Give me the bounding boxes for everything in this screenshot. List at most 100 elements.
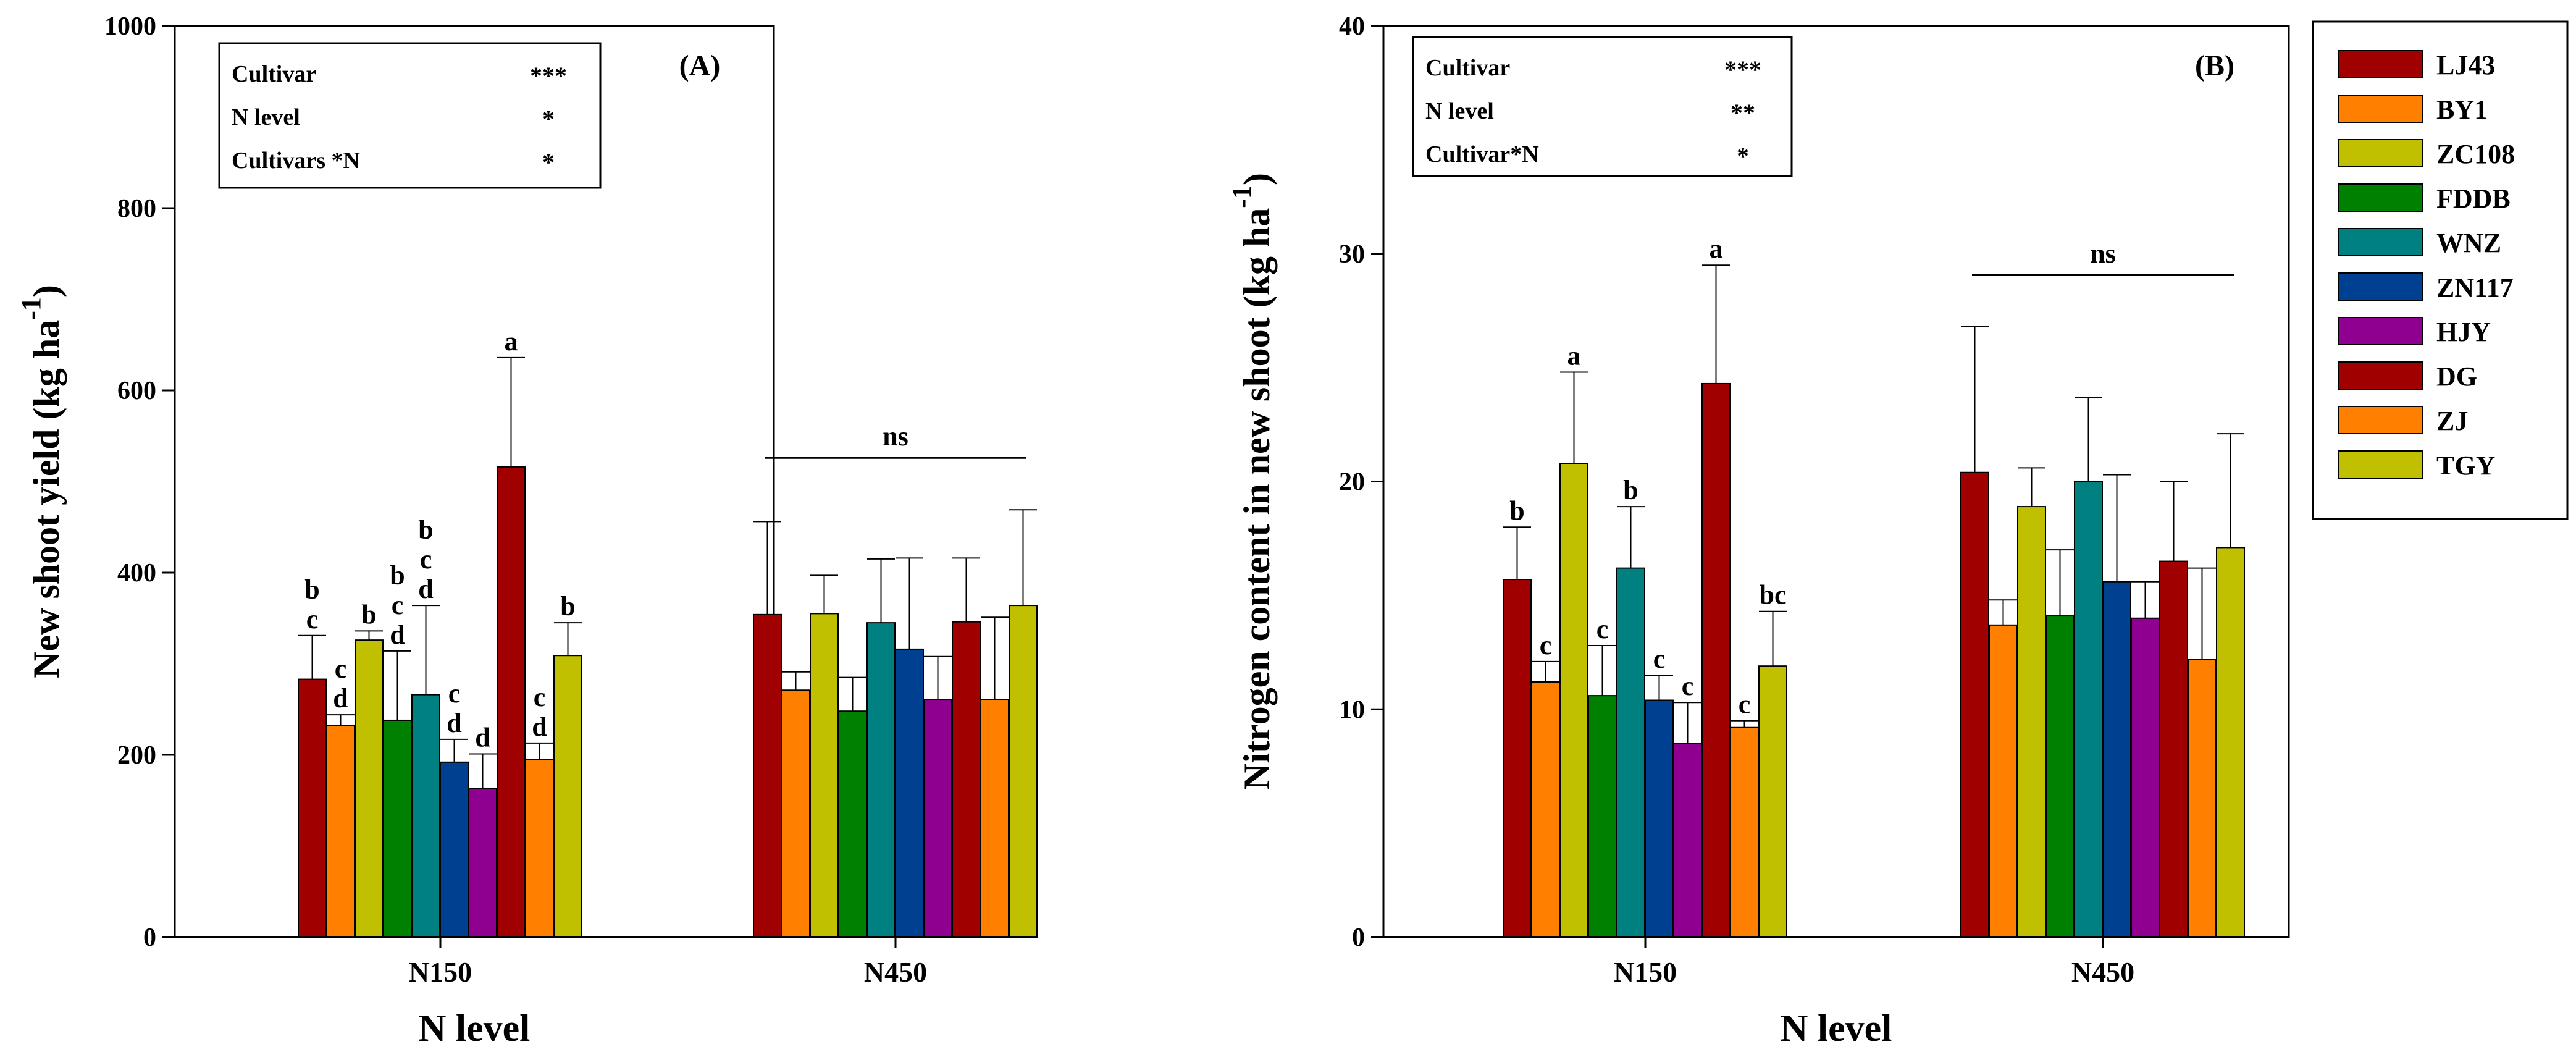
significance-letter: c <box>1596 614 1609 644</box>
bar-lj43-n150 <box>298 678 327 938</box>
legend-label-zn117: ZN117 <box>2436 272 2514 303</box>
y-tick-label: 1000 <box>104 12 156 41</box>
significance-letter: b <box>560 591 575 621</box>
significance-letter: d <box>390 620 405 650</box>
y-axis-title-sup: -1 <box>16 297 46 320</box>
bar-zn117-n150 <box>1645 699 1674 938</box>
x-category-label: N150 <box>409 956 472 988</box>
significance-letter: b <box>418 515 433 545</box>
bar-fddb-n450 <box>2045 615 2075 938</box>
y-axis-title-end: ) <box>26 285 67 297</box>
y-axis-title-text: Nitrogen content in new shoot (kg ha <box>1236 208 1277 790</box>
bar-zn117-n450 <box>2102 581 2131 938</box>
anova-factor: Cultivar <box>1425 55 1510 81</box>
y-tick-label: 20 <box>1339 468 1365 497</box>
bar-tgy-n150 <box>1758 665 1787 938</box>
anova-box <box>218 42 602 189</box>
significance-letter: b <box>361 599 376 629</box>
legend-label-tgy: TGY <box>2436 450 2495 481</box>
anova-significance: * <box>542 105 555 133</box>
bar-hjy-n150 <box>1673 743 1702 938</box>
bar-hjy-n450 <box>2131 617 2160 938</box>
bar-lj43-n450 <box>753 613 782 938</box>
significance-letter: d <box>447 708 461 738</box>
bar-dg-n450 <box>2159 560 2188 938</box>
anova-factor: Cultivar*N <box>1425 141 1539 167</box>
anova-box <box>1412 36 1793 177</box>
bar-zc108-n150 <box>355 639 384 938</box>
bar-hjy-n150 <box>468 788 497 938</box>
bar-dg-n150 <box>1701 382 1731 938</box>
significance-letter: c <box>1540 630 1552 660</box>
bar-wnz-n150 <box>411 694 440 938</box>
y-tick-label: 600 <box>117 377 156 405</box>
legend-label-lj43: LJ43 <box>2436 50 2495 80</box>
legend-swatch-lj43 <box>2338 50 2423 78</box>
significance-letter: c <box>1682 671 1694 701</box>
x-axis-title: N level <box>1781 1008 1892 1050</box>
bar-dg-n450 <box>952 621 981 938</box>
bar-tgy-n150 <box>553 655 582 938</box>
y-tick-label: 10 <box>1339 696 1365 724</box>
y-axis-title-end: ) <box>1236 173 1277 185</box>
bar-zj-n450 <box>2188 659 2217 938</box>
x-category-label: N450 <box>864 956 927 988</box>
bar-fddb-n450 <box>838 710 867 938</box>
legend-swatch-zj <box>2338 406 2423 434</box>
legend-swatch-by1 <box>2338 95 2423 123</box>
legend-label-wnz: WNZ <box>2436 228 2501 258</box>
y-tick-label: 400 <box>117 559 156 587</box>
legend: LJ43 BY1 ZC108 FDDB WNZ ZN117 HJY DG ZJ TGY <box>2312 20 2569 520</box>
legend-swatch-wnz <box>2338 228 2423 256</box>
legend-swatch-tgy <box>2338 450 2423 479</box>
anova-factor: Cultivars *N <box>232 148 360 174</box>
anova-significance: * <box>1737 142 1749 170</box>
bar-zj-n150 <box>525 759 554 938</box>
y-tick-label: 40 <box>1339 12 1365 41</box>
legend-label-zj: ZJ <box>2436 406 2468 436</box>
legend-swatch-zc108 <box>2338 139 2423 167</box>
bar-by1-n150 <box>326 725 355 938</box>
anova-factor: N level <box>232 104 300 130</box>
bar-fddb-n150 <box>1588 695 1617 938</box>
significance-letter: d <box>532 712 547 742</box>
bar-tgy-n450 <box>1009 605 1038 938</box>
anova-significance: *** <box>1724 56 1761 83</box>
y-tick-label: 800 <box>117 195 156 223</box>
significance-letter: c <box>1653 644 1666 674</box>
significance-letter: bc <box>1760 580 1787 610</box>
significance-letter: d <box>418 574 433 604</box>
y-tick-label: 200 <box>117 741 156 770</box>
bar-zj-n450 <box>980 699 1009 938</box>
significance-letter: b <box>1509 495 1524 526</box>
legend-label-fddb: FDDB <box>2436 183 2511 214</box>
x-category-label: N150 <box>1614 956 1677 988</box>
anova-factor: N level <box>1425 98 1494 124</box>
bar-by1-n150 <box>1531 681 1560 938</box>
x-category-label: N450 <box>2071 956 2134 988</box>
significance-letter: d <box>475 723 490 753</box>
legend-label-by1: BY1 <box>2436 95 2488 125</box>
bar-fddb-n150 <box>383 719 412 938</box>
bar-zj-n150 <box>1730 726 1759 938</box>
significance-letter: a <box>1567 341 1581 371</box>
anova-significance: ** <box>1731 99 1755 127</box>
significance-letter: a <box>1710 234 1723 264</box>
legend-swatch-fddb <box>2338 183 2423 212</box>
y-tick-label: 0 <box>143 924 156 952</box>
y-axis-title: Nitrogen content in new shoot (kg ha-1) <box>1227 173 1277 790</box>
legend-label-hjy: HJY <box>2436 317 2491 347</box>
bar-zc108-n450 <box>2017 506 2046 938</box>
legend-swatch-dg <box>2338 361 2423 390</box>
y-tick-label: 0 <box>1352 924 1365 952</box>
bar-zc108-n450 <box>810 613 839 938</box>
legend-label-zc108: ZC108 <box>2436 139 2515 169</box>
panel-label: (A) <box>679 49 721 82</box>
significance-letter: b <box>390 560 405 591</box>
bar-zc108-n150 <box>1559 463 1588 938</box>
bar-zn117-n450 <box>895 648 924 938</box>
bar-lj43-n150 <box>1503 579 1532 938</box>
significance-letter: b <box>304 574 319 605</box>
